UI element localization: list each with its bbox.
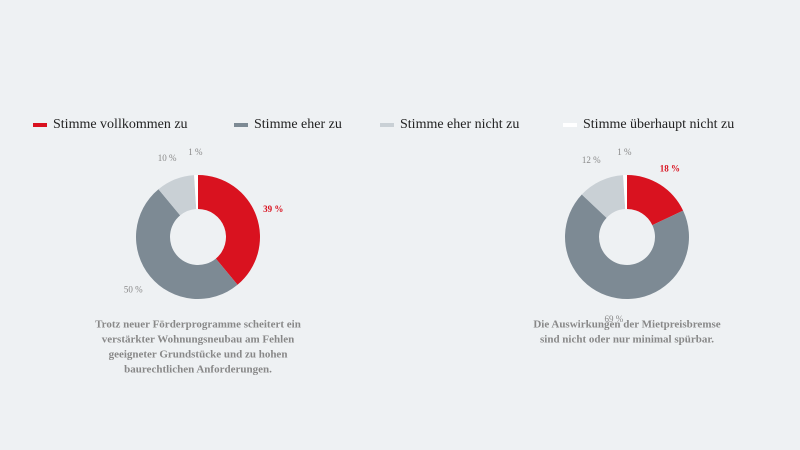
legend-label: Stimme eher nicht zu [400, 117, 519, 132]
value-label: 10 % [158, 153, 177, 163]
caption-line: Die Auswirkungen der Mietpreisbremse [533, 319, 720, 331]
caption-line: baurechtlichen Anforderungen. [124, 364, 272, 376]
value-label: 1 % [188, 147, 203, 157]
legend-label: Stimme eher zu [254, 117, 342, 132]
donut-slice [627, 175, 684, 226]
value-label: 39 % [263, 204, 283, 214]
caption-line: verstärkter Wohnungsneubau am Fehlen [102, 334, 294, 346]
donut-slice [581, 175, 626, 218]
value-label: 12 % [582, 155, 601, 165]
value-label: 1 % [617, 147, 632, 157]
caption-line: Trotz neuer Förderprogramme scheitert ei… [95, 319, 301, 331]
legend-label: Stimme vollkommen zu [53, 117, 188, 132]
value-label: 18 % [660, 164, 680, 174]
caption-line: geeigneter Grundstücke und zu hohen [109, 349, 288, 361]
donut-slice [194, 175, 198, 210]
value-label: 50 % [124, 285, 143, 295]
caption-line: sind nicht oder nur minimal spürbar. [540, 334, 714, 346]
legend-label: Stimme überhaupt nicht zu [583, 117, 734, 132]
donut-slice [623, 175, 627, 210]
value-label: 69 % [604, 314, 623, 324]
donut-slice [135, 189, 238, 299]
donut-slice [198, 175, 261, 285]
donut-slice [158, 175, 197, 216]
donut-slice [565, 194, 690, 299]
